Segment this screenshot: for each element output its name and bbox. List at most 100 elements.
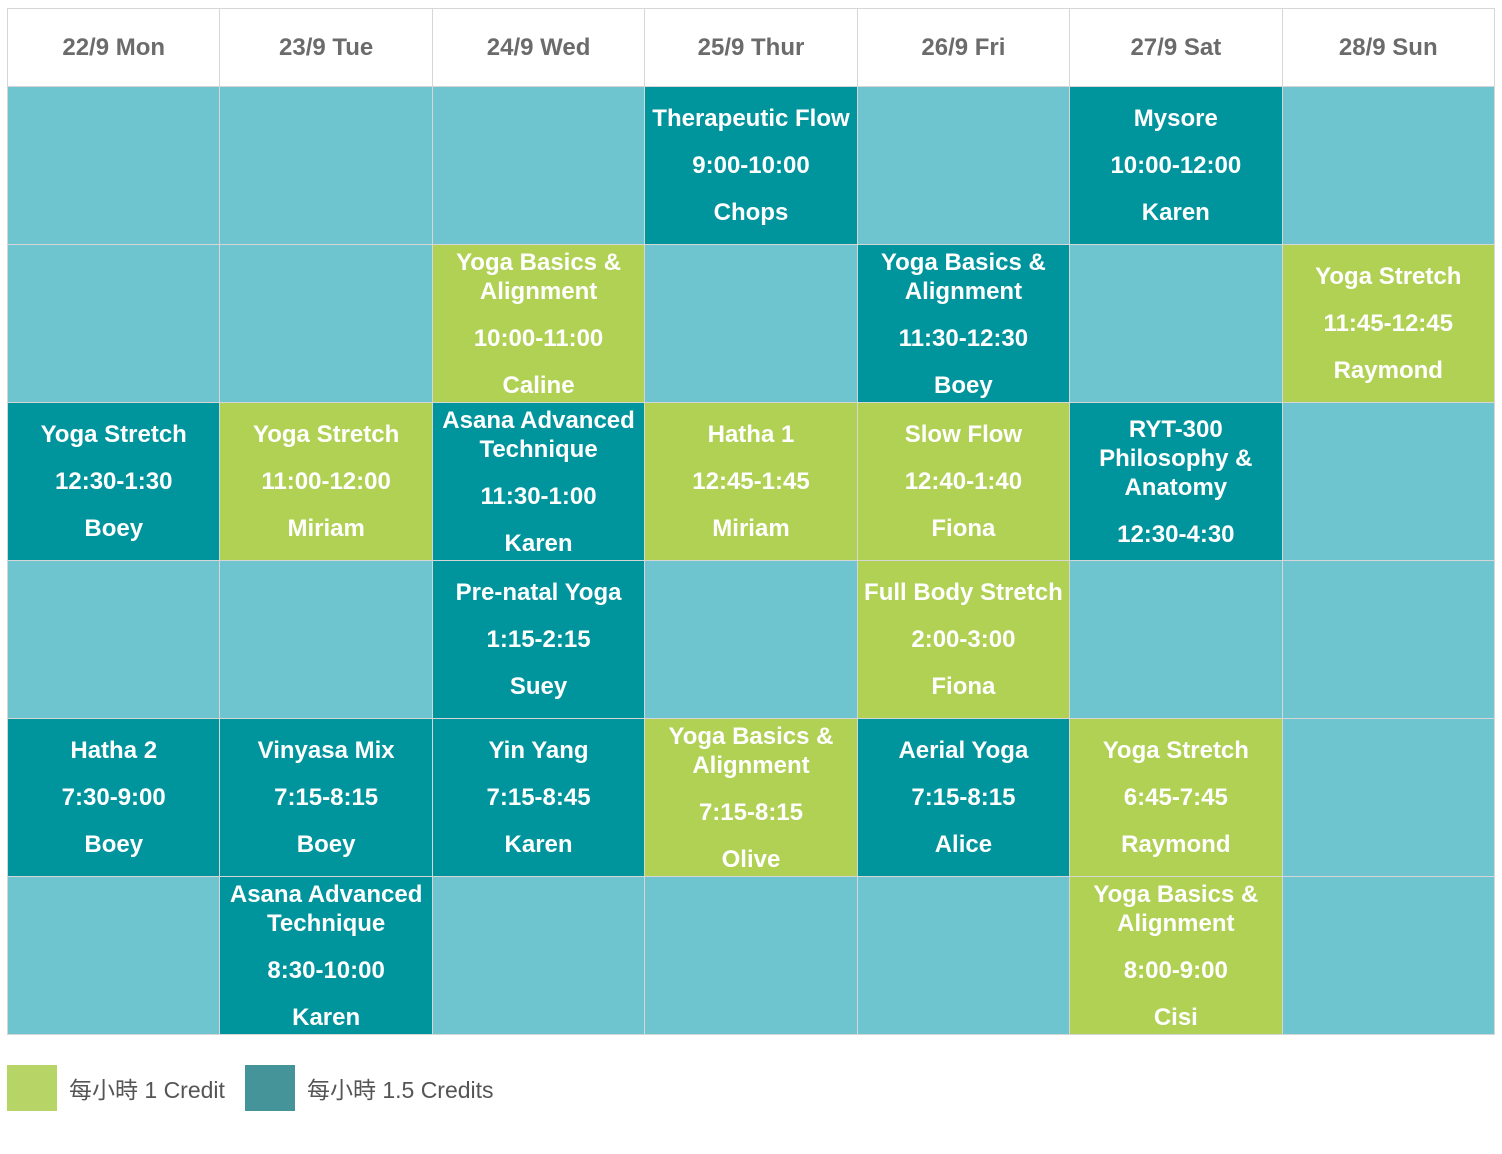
time-slot-row: Yoga Stretch 12:30-1:30 Boey Yoga Stretch 11… (6, 402, 1496, 561)
empty-cell (431, 86, 646, 245)
class-time: 12:30-4:30 (1117, 520, 1235, 548)
class-info: Yoga Stretch 11:00-12:00 Miriam (220, 403, 431, 560)
class-teacher: Boey (84, 831, 144, 858)
class-name: Hatha 2 (70, 737, 158, 764)
class-time: 7:15-8:15 (274, 784, 379, 811)
class-teacher: Suey (509, 673, 568, 700)
day-header: 22/9 Mon (6, 8, 221, 87)
class-teacher: Miriam (287, 515, 365, 542)
class-time: 12:30-1:30 (55, 468, 173, 495)
class-cell: Asana Advanced Technique 11:30-1:00 Karen (431, 402, 646, 561)
class-cell: Slow Flow 12:40-1:40 Fiona (856, 402, 1071, 561)
class-teacher: Olive (721, 845, 781, 873)
class-info: Slow Flow 12:40-1:40 Fiona (858, 403, 1069, 560)
credit-legend: 每小時 1 Credit 每小時 1.5 Credits (7, 1065, 514, 1111)
class-cell: Yoga Stretch 6:45-7:45 Raymond (1069, 718, 1283, 877)
class-cell: Pre-natal Yoga 1:15-2:15 Suey (431, 560, 646, 719)
empty-cell (6, 244, 221, 403)
class-time: 6:45-7:45 (1123, 784, 1228, 811)
class-name: Hatha 1 (707, 421, 795, 448)
class-name: Yoga Stretch (1102, 737, 1249, 764)
class-info: Yoga Stretch 11:45-12:45 Raymond (1283, 245, 1494, 402)
empty-cell (6, 86, 221, 245)
empty-cell (431, 876, 646, 1035)
class-cell: Therapeutic Flow 9:00-10:00 Chops (644, 86, 858, 245)
class-name: Asana Advanced Technique (442, 406, 635, 463)
class-time: 2:00-3:00 (911, 626, 1016, 653)
class-cell: Yoga Stretch 11:00-12:00 Miriam (219, 402, 433, 561)
class-teacher: Raymond (1333, 357, 1443, 384)
day-header: 26/9 Fri (856, 8, 1071, 87)
class-cell: Yoga Basics & Alignment 8:00-9:00 Cisi (1069, 876, 1283, 1035)
empty-cell (644, 244, 858, 403)
class-teacher: Fiona (931, 515, 996, 542)
time-slot-row: Pre-natal Yoga 1:15-2:15 Suey Full Body Str… (6, 560, 1496, 719)
class-cell: Yoga Stretch 12:30-1:30 Boey (6, 402, 221, 561)
class-info: Asana Advanced Technique 8:30-10:00 Karen (220, 877, 431, 1034)
empty-cell (219, 86, 433, 245)
empty-cell (856, 86, 1071, 245)
class-time: 10:00-11:00 (473, 324, 604, 352)
class-info: Yoga Basics & Alignment 7:15-8:15 Olive (645, 719, 856, 876)
class-cell: Aerial Yoga 7:15-8:15 Alice (856, 718, 1071, 877)
class-info: Asana Advanced Technique 11:30-1:00 Karen (433, 403, 644, 560)
class-info: Pre-natal Yoga 1:15-2:15 Suey (433, 561, 644, 718)
class-name: Yoga Basics & Alignment (880, 248, 1046, 305)
class-time: 1:15-2:15 (486, 626, 591, 653)
class-info: RYT-300 Philosophy & Anatomy 12:30-4:30 (1070, 403, 1281, 560)
empty-cell (1281, 86, 1496, 245)
class-info: Yoga Stretch 6:45-7:45 Raymond (1070, 719, 1281, 876)
class-name: Yoga Basics & Alignment (668, 722, 834, 779)
empty-cell (644, 876, 858, 1035)
class-cell: Hatha 2 7:30-9:00 Boey (6, 718, 221, 877)
class-teacher: Caline (502, 371, 575, 399)
class-info: Yoga Basics & Alignment 10:00-11:00 Caline (433, 245, 644, 402)
class-time: 11:30-12:30 (898, 324, 1029, 352)
class-cell: Mysore 10:00-12:00 Karen (1069, 86, 1283, 245)
class-teacher: Karen (1141, 199, 1210, 226)
time-slot-row: Hatha 2 7:30-9:00 Boey Vinyasa Mix 7:15-8:15… (6, 718, 1496, 877)
class-info: Full Body Stretch 2:00-3:00 Fiona (858, 561, 1069, 718)
class-teacher: Chops (713, 199, 789, 226)
class-time: 11:00-12:00 (261, 468, 391, 495)
class-time: 12:45-1:45 (692, 468, 810, 495)
legend-item: 每小時 1 Credit (7, 1065, 225, 1111)
class-name: Asana Advanced Technique (229, 880, 423, 937)
class-time: 11:30-1:00 (480, 482, 597, 510)
class-cell: Yoga Basics & Alignment 7:15-8:15 Olive (644, 718, 858, 877)
class-name: Mysore (1133, 105, 1218, 132)
class-teacher: Raymond (1121, 831, 1231, 858)
legend-label: 每小時 1 Credit (69, 1077, 225, 1103)
empty-cell (1069, 244, 1283, 403)
class-name: RYT-300 Philosophy & Anatomy (1099, 415, 1253, 501)
class-cell: Asana Advanced Technique 8:30-10:00 Karen (219, 876, 433, 1035)
class-time: 7:15-8:15 (911, 784, 1016, 811)
day-header: 23/9 Tue (219, 8, 433, 87)
class-info: Yin Yang 7:15-8:45 Karen (433, 719, 644, 876)
class-info: Hatha 2 7:30-9:00 Boey (8, 719, 219, 876)
class-teacher: Boey (296, 831, 356, 858)
class-info: Yoga Basics & Alignment 11:30-12:30 Boey (858, 245, 1069, 402)
empty-cell (856, 876, 1071, 1035)
empty-cell (6, 876, 221, 1035)
day-header: 27/9 Sat (1069, 8, 1283, 87)
class-name: Aerial Yoga (898, 737, 1029, 764)
day-header: 25/9 Thur (644, 8, 858, 87)
legend-swatch (244, 1065, 295, 1111)
empty-cell (219, 560, 433, 719)
class-info: Hatha 1 12:45-1:45 Miriam (645, 403, 856, 560)
class-teacher: Alice (934, 831, 993, 858)
class-cell: Full Body Stretch 2:00-3:00 Fiona (856, 560, 1071, 719)
empty-cell (1281, 876, 1496, 1035)
class-name: Slow Flow (904, 421, 1023, 448)
empty-cell (1069, 560, 1283, 719)
class-name: Pre-natal Yoga (455, 579, 622, 606)
class-name: Yoga Basics & Alignment (1093, 880, 1259, 937)
class-teacher: Boey (84, 515, 144, 542)
class-info: Yoga Basics & Alignment 8:00-9:00 Cisi (1070, 877, 1281, 1034)
class-time: 12:40-1:40 (904, 468, 1023, 495)
class-name: Therapeutic Flow (652, 105, 850, 132)
class-name: Yoga Stretch (253, 421, 400, 448)
class-teacher: Karen (504, 831, 573, 858)
schedule-body: Therapeutic Flow 9:00-10:00 Chops Mysore 10:… (6, 86, 1496, 1035)
